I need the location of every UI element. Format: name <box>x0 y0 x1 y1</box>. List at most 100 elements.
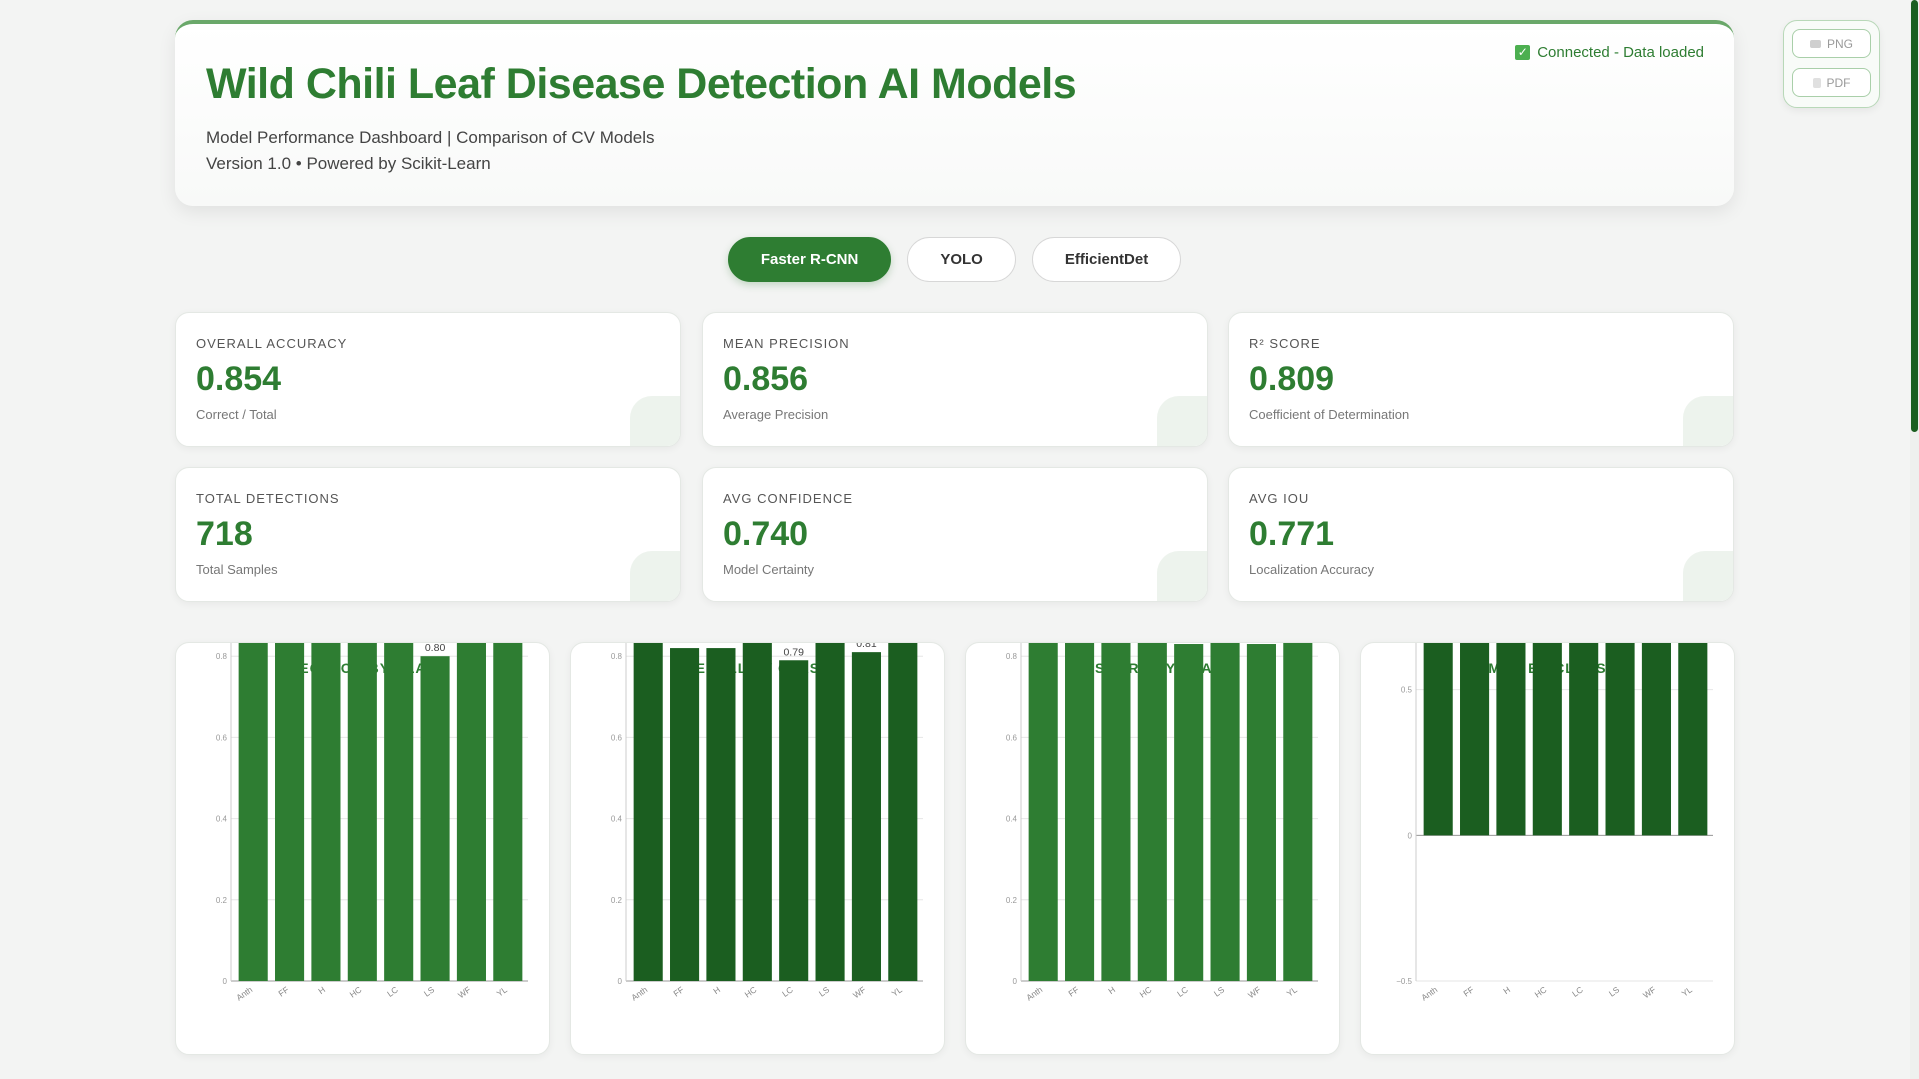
chart-card-mcc: MCC BY CLASS −0.500.510.88Anth0.83FF0.82… <box>1360 642 1735 1055</box>
x-tick-label: Anth <box>1024 984 1044 1002</box>
card-decoration <box>1157 396 1207 446</box>
x-tick-label: WF <box>1641 984 1658 1000</box>
x-tick-label: LS <box>1607 984 1622 998</box>
scrollbar-track[interactable] <box>1910 0 1919 1079</box>
scrollbar-thumb[interactable] <box>1911 0 1918 432</box>
bar <box>1210 643 1240 981</box>
x-tick-label: Anth <box>1419 984 1439 1002</box>
x-tick-label: LC <box>385 984 400 998</box>
y-tick-label: 0 <box>223 977 228 986</box>
x-tick-label: LC <box>1175 984 1190 998</box>
metric-label: AVG CONFIDENCE <box>723 491 854 506</box>
bar <box>1423 643 1453 836</box>
x-tick-label: HC <box>743 984 759 999</box>
export-png-label: PNG <box>1826 36 1853 51</box>
metric-value: 0.856 <box>723 360 809 398</box>
version-text: Version 1.0 • Powered by Scikit-Learn <box>206 154 491 173</box>
bar <box>1460 643 1490 836</box>
y-tick-label: −0.5 <box>1396 977 1412 986</box>
metric-value: 0.809 <box>1249 360 1335 398</box>
card-decoration <box>630 396 680 446</box>
y-tick-label: 0.4 <box>216 815 228 824</box>
f1-chart: 00.20.40.60.810.90Anth0.85FF0.84H0.85HC0… <box>1006 643 1318 1003</box>
chart-card-recall: RECALL BY CLASS 00.20.40.60.810.93Anth0.… <box>570 642 945 1055</box>
y-tick-label: 0.4 <box>611 815 623 824</box>
y-tick-label: 0.2 <box>1006 896 1018 905</box>
y-tick-label: 0.6 <box>611 733 623 742</box>
y-tick-label: 0.2 <box>611 896 623 905</box>
bar <box>420 656 450 981</box>
page-title: Wild Chili Leaf Disease Detection AI Mod… <box>206 60 1077 108</box>
x-tick-label: FF <box>1461 984 1475 998</box>
bar-value-label: 0.80 <box>425 643 446 654</box>
bar <box>1137 643 1167 981</box>
bar <box>1065 643 1095 981</box>
connection-status-text: Connected - Data loaded <box>1537 44 1704 61</box>
tab-yolo[interactable]: YOLO <box>907 237 1016 282</box>
x-tick-label: WF <box>851 984 868 1000</box>
metric-value: 0.740 <box>723 515 809 553</box>
metric-card-detections: TOTAL DETECTIONS 718 Total Samples <box>175 467 681 602</box>
metric-description: Average Precision <box>723 407 829 422</box>
x-tick-label: YL <box>495 984 509 998</box>
x-tick-label: WF <box>456 984 473 1000</box>
precision-chart: 00.20.40.60.810.87Anth0.88FF0.85H0.87HC0… <box>216 643 528 1003</box>
x-tick-label: H <box>711 984 722 996</box>
metric-label: R² SCORE <box>1249 336 1321 351</box>
image-icon <box>1809 39 1821 48</box>
model-tabs: Faster R-CNN YOLO EfficientDet <box>0 237 1909 282</box>
metric-card-r2: R² SCORE 0.809 Coefficient of Determinat… <box>1228 312 1734 447</box>
export-panel: PNG PDF <box>1783 20 1880 108</box>
export-png-button[interactable]: PNG <box>1792 29 1871 58</box>
bar <box>1641 643 1671 836</box>
bar <box>1246 644 1276 981</box>
bar <box>742 643 772 981</box>
tab-faster-rcnn[interactable]: Faster R-CNN <box>727 237 892 282</box>
metric-label: MEAN PRECISION <box>723 336 850 351</box>
x-tick-label: LS <box>422 984 437 998</box>
bar-value-label: 0.79 <box>783 646 804 658</box>
connection-status: ✓ Connected - Data loaded <box>1515 44 1704 61</box>
metric-value: 0.771 <box>1249 515 1335 553</box>
bar <box>1101 643 1131 981</box>
bar <box>1678 643 1708 836</box>
tab-efficientdet[interactable]: EfficientDet <box>1031 237 1182 282</box>
y-tick-label: 0.6 <box>216 733 228 742</box>
y-tick-label: 0.2 <box>216 896 228 905</box>
metric-card-accuracy: OVERALL ACCURACY 0.854 Correct / Total <box>175 312 681 447</box>
x-tick-label: H <box>1501 984 1512 996</box>
header-card: Wild Chili Leaf Disease Detection AI Mod… <box>175 20 1734 206</box>
bar <box>1174 644 1204 981</box>
bar <box>851 652 881 981</box>
export-pdf-label: PDF <box>1826 75 1851 90</box>
recall-chart: 00.20.40.60.810.93Anth0.82FF0.82H0.84HC0… <box>611 643 923 1003</box>
y-tick-label: 0.6 <box>1006 733 1018 742</box>
x-tick-label: LS <box>817 984 832 998</box>
export-pdf-button[interactable]: PDF <box>1792 68 1871 97</box>
x-tick-label: HC <box>1533 984 1549 999</box>
bar <box>670 648 700 981</box>
metric-value: 718 <box>196 515 253 553</box>
x-tick-label: YL <box>1285 984 1299 998</box>
y-tick-label: 0.8 <box>1006 652 1018 661</box>
bar <box>347 643 377 981</box>
x-tick-label: YL <box>890 984 904 998</box>
bar <box>311 643 341 981</box>
bar <box>1532 643 1562 836</box>
x-tick-label: Anth <box>234 984 254 1002</box>
card-decoration <box>1683 396 1733 446</box>
x-tick-label: LS <box>1212 984 1227 998</box>
x-tick-label: HC <box>348 984 364 999</box>
page-subtitle: Model Performance Dashboard | Comparison… <box>206 128 655 147</box>
bar <box>888 643 918 981</box>
y-tick-label: 0.8 <box>611 652 623 661</box>
metric-description: Correct / Total <box>196 407 277 422</box>
bar <box>1605 643 1635 836</box>
x-tick-label: H <box>1106 984 1117 996</box>
bar <box>1569 643 1599 836</box>
bar <box>1028 643 1058 981</box>
check-icon: ✓ <box>1515 45 1531 60</box>
mcc-chart: −0.500.510.88Anth0.83FF0.82H0.84HC0.81LC… <box>1396 643 1713 1003</box>
card-decoration <box>1683 551 1733 601</box>
y-tick-label: 0 <box>1408 831 1413 840</box>
